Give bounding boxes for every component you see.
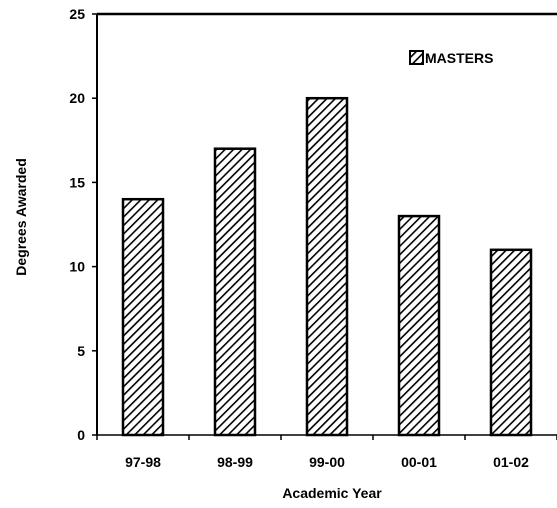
x-tick-label: 99-00 (309, 454, 345, 470)
x-tick-label: 98-99 (217, 454, 253, 470)
bar-00-01 (397, 214, 441, 437)
y-tick-label: 5 (77, 343, 85, 359)
bars-layer (121, 96, 533, 437)
x-axis-title: Academic Year (282, 485, 382, 501)
labels-layer: 0 5 10 15 20 25 97-98 98-99 99-00 00-01 01-02 (69, 6, 529, 470)
x-tick-label: 97-98 (125, 454, 161, 470)
x-tick-label: 00-01 (401, 454, 437, 470)
y-tick-label: 0 (77, 427, 85, 443)
axes-layer (92, 12, 557, 440)
y-axis-title: Degrees Awarded (13, 158, 29, 276)
bar-97-98 (121, 197, 165, 437)
y-tick-label: 20 (69, 90, 85, 106)
legend-swatch (409, 50, 424, 65)
y-tick-label: 15 (69, 174, 85, 190)
legend: MASTERS (409, 50, 493, 66)
bar-01-02 (489, 248, 533, 437)
y-tick-label: 25 (69, 6, 85, 22)
bar-98-99 (213, 147, 257, 437)
y-tick-label: 10 (69, 259, 85, 275)
legend-label: MASTERS (425, 50, 493, 66)
x-tick-label: 01-02 (493, 454, 529, 470)
bar-99-00 (305, 96, 349, 437)
